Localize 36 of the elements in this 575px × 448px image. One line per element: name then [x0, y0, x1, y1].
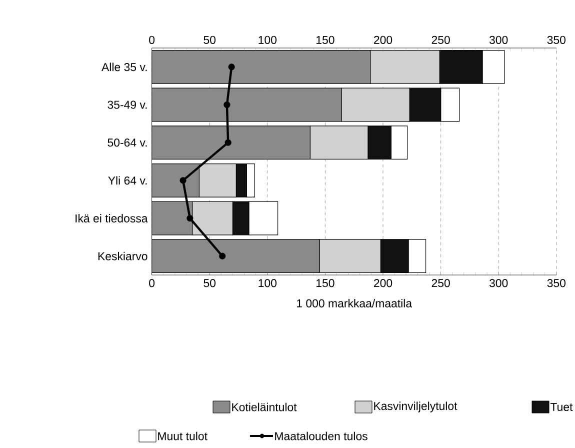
- bar: [152, 163, 200, 198]
- legend-label: Tuet: [550, 403, 573, 411]
- y-tick-label: Keskiarvo: [98, 252, 148, 260]
- x-tick-label: 250: [432, 279, 450, 288]
- point: [219, 252, 226, 260]
- x-tick-label: 200: [374, 279, 392, 288]
- x2-tick-label: 50: [204, 36, 216, 44]
- y-tick-label: 50-64 v.: [108, 138, 147, 147]
- x2-tick-label: 150: [316, 36, 334, 44]
- y-tick-label: 35-49 v.: [108, 100, 147, 109]
- y-tick-label: Ikä ei tiedossa: [76, 214, 148, 222]
- point: [228, 64, 235, 70]
- x2-tick-label: 300: [489, 36, 508, 44]
- legend-label: Maatalouden tulos: [275, 432, 368, 440]
- x2-tick-label: 100: [258, 36, 277, 44]
- x-tick-label: 300: [489, 279, 508, 288]
- x2-tick-label: 250: [432, 36, 450, 44]
- x-tick-label: 150: [316, 279, 334, 288]
- point: [186, 214, 194, 222]
- x-tick-label: 100: [258, 279, 277, 288]
- legend-label: Kasvinviljelytulot: [374, 402, 458, 412]
- legend-label: Kotieläintulot: [232, 402, 297, 412]
- x-tick-label: 0: [149, 279, 155, 288]
- y-tick-label: Alle 35 v.: [102, 62, 147, 72]
- x2-tick-label: 350: [547, 36, 566, 44]
- point: [224, 101, 230, 108]
- y-tick-label: Yli 64 v.: [108, 176, 147, 185]
- point: [224, 139, 232, 146]
- x-axis-title: 1 000 markkaa/maatila: [297, 298, 412, 308]
- bar: [152, 201, 193, 236]
- x2-tick-label: 0: [149, 36, 155, 44]
- legend-label: Muut tulot: [158, 432, 208, 440]
- x-tick-label: 50: [204, 279, 216, 288]
- point: [180, 177, 186, 184]
- x2-tick-label: 200: [374, 36, 392, 44]
- x-tick-label: 350: [547, 279, 566, 288]
